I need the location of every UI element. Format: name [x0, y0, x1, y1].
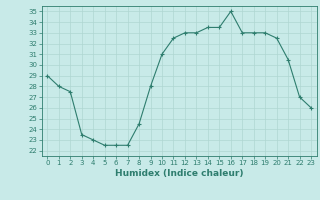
X-axis label: Humidex (Indice chaleur): Humidex (Indice chaleur) — [115, 169, 244, 178]
